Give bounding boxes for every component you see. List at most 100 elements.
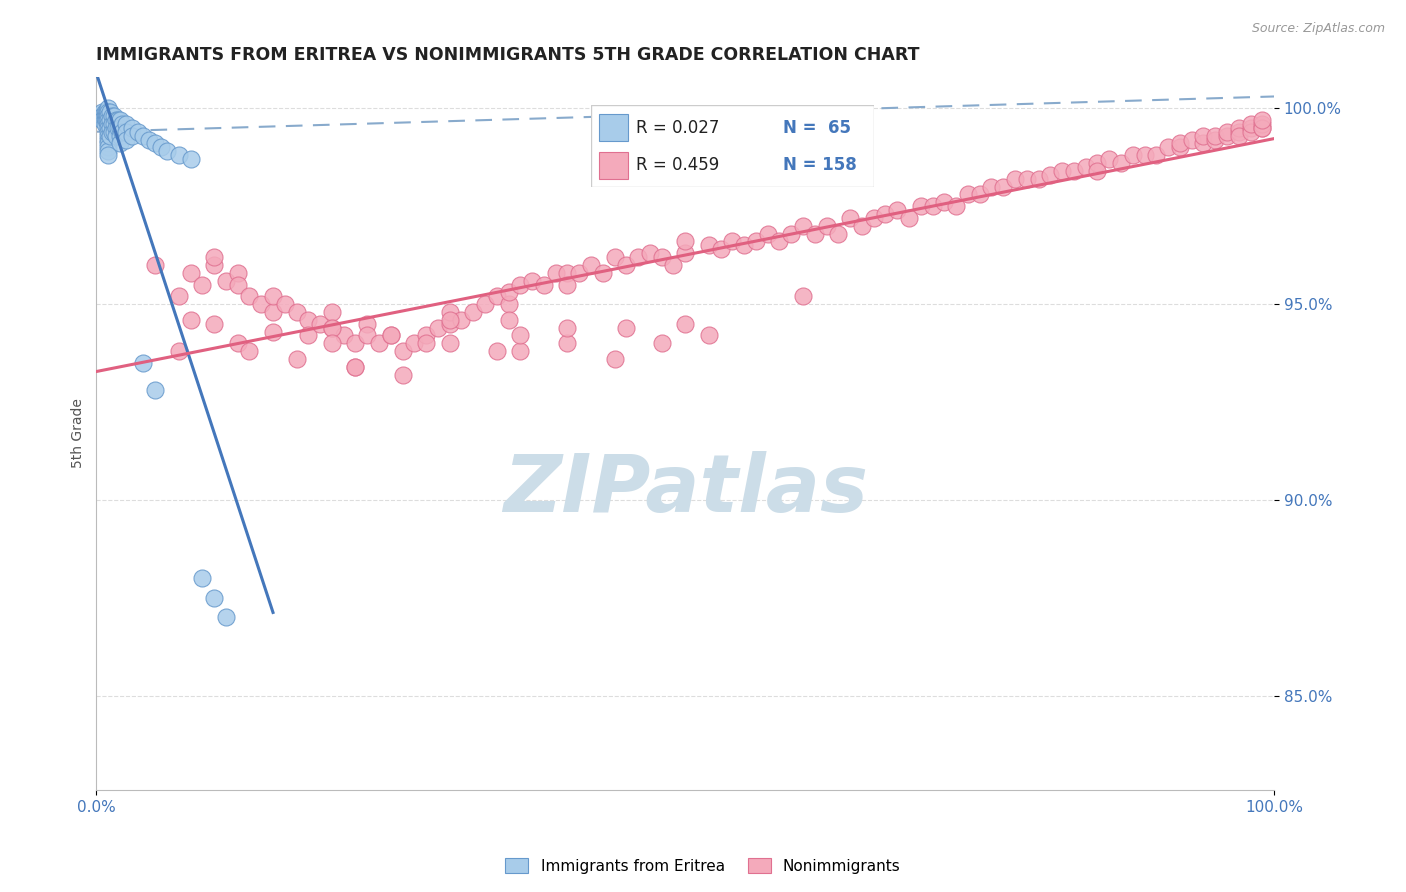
Point bbox=[1227, 128, 1250, 143]
Point bbox=[498, 297, 520, 311]
Point bbox=[1204, 128, 1226, 143]
Point bbox=[839, 211, 862, 225]
Point bbox=[1087, 156, 1109, 170]
Point bbox=[97, 148, 120, 162]
Y-axis label: 5th Grade: 5th Grade bbox=[72, 399, 86, 468]
Point bbox=[439, 305, 461, 319]
Point bbox=[100, 117, 122, 131]
Point bbox=[638, 246, 661, 260]
Point bbox=[721, 235, 744, 249]
Point bbox=[1239, 120, 1261, 135]
Point bbox=[404, 336, 426, 351]
Point bbox=[107, 113, 129, 128]
Point bbox=[910, 199, 932, 213]
Point bbox=[97, 128, 120, 143]
Point bbox=[332, 328, 354, 343]
Point bbox=[1227, 125, 1250, 139]
Point bbox=[956, 187, 979, 202]
Point bbox=[356, 317, 378, 331]
Point bbox=[93, 117, 115, 131]
Point bbox=[1251, 120, 1274, 135]
Point bbox=[450, 312, 472, 326]
Point bbox=[100, 120, 122, 135]
Point bbox=[191, 277, 214, 292]
Point bbox=[127, 125, 149, 139]
Legend: Immigrants from Eritrea, Nonimmigrants: Immigrants from Eritrea, Nonimmigrants bbox=[499, 852, 907, 880]
Point bbox=[921, 199, 943, 213]
Point bbox=[509, 328, 531, 343]
Point bbox=[792, 289, 814, 303]
Point bbox=[1239, 125, 1261, 139]
Point bbox=[202, 250, 225, 264]
Point bbox=[756, 227, 779, 241]
Point bbox=[167, 344, 190, 359]
Text: Source: ZipAtlas.com: Source: ZipAtlas.com bbox=[1251, 22, 1385, 36]
Point bbox=[97, 140, 120, 154]
Point bbox=[980, 179, 1002, 194]
Point bbox=[274, 297, 297, 311]
Point bbox=[592, 266, 614, 280]
Point bbox=[100, 109, 122, 123]
Point bbox=[202, 258, 225, 272]
Point bbox=[651, 250, 673, 264]
Point bbox=[100, 128, 122, 143]
Point bbox=[143, 384, 166, 398]
Point bbox=[103, 125, 125, 139]
Point bbox=[651, 336, 673, 351]
Point bbox=[167, 148, 190, 162]
Point bbox=[105, 113, 128, 128]
Point bbox=[485, 344, 508, 359]
Point bbox=[1251, 113, 1274, 128]
Point bbox=[380, 328, 402, 343]
Point bbox=[1063, 164, 1085, 178]
Point bbox=[97, 105, 120, 120]
Point bbox=[132, 356, 155, 370]
Point bbox=[745, 235, 768, 249]
Point bbox=[202, 591, 225, 605]
Point bbox=[262, 305, 284, 319]
Point bbox=[673, 246, 696, 260]
Point bbox=[1039, 168, 1062, 182]
Point bbox=[544, 266, 567, 280]
Point bbox=[150, 140, 173, 154]
Point bbox=[603, 250, 626, 264]
Point bbox=[156, 145, 179, 159]
Point bbox=[1227, 120, 1250, 135]
Point bbox=[463, 305, 485, 319]
Point bbox=[579, 258, 602, 272]
Point bbox=[238, 289, 260, 303]
Text: IMMIGRANTS FROM ERITREA VS NONIMMIGRANTS 5TH GRADE CORRELATION CHART: IMMIGRANTS FROM ERITREA VS NONIMMIGRANTS… bbox=[97, 46, 920, 64]
Point bbox=[108, 128, 131, 143]
Point bbox=[733, 238, 755, 252]
Point bbox=[250, 297, 273, 311]
Point bbox=[285, 305, 308, 319]
Point bbox=[498, 312, 520, 326]
Point bbox=[557, 266, 579, 280]
Point bbox=[1192, 136, 1215, 151]
Point bbox=[614, 258, 637, 272]
Point bbox=[415, 328, 437, 343]
Point bbox=[138, 132, 160, 146]
Point bbox=[321, 305, 343, 319]
Point bbox=[226, 336, 249, 351]
Point bbox=[1133, 148, 1156, 162]
Point bbox=[297, 312, 319, 326]
Point bbox=[1168, 136, 1191, 151]
Point bbox=[614, 320, 637, 334]
Point bbox=[238, 344, 260, 359]
Point bbox=[94, 105, 117, 120]
Point bbox=[945, 199, 967, 213]
Point bbox=[103, 109, 125, 123]
Point bbox=[226, 277, 249, 292]
Point bbox=[344, 359, 367, 374]
Point bbox=[969, 187, 991, 202]
Point bbox=[344, 359, 367, 374]
Point bbox=[709, 242, 731, 256]
Point bbox=[380, 328, 402, 343]
Point bbox=[105, 120, 128, 135]
Point bbox=[94, 109, 117, 123]
Point bbox=[520, 274, 543, 288]
Point bbox=[191, 571, 214, 585]
Point bbox=[97, 113, 120, 128]
Point bbox=[114, 125, 136, 139]
